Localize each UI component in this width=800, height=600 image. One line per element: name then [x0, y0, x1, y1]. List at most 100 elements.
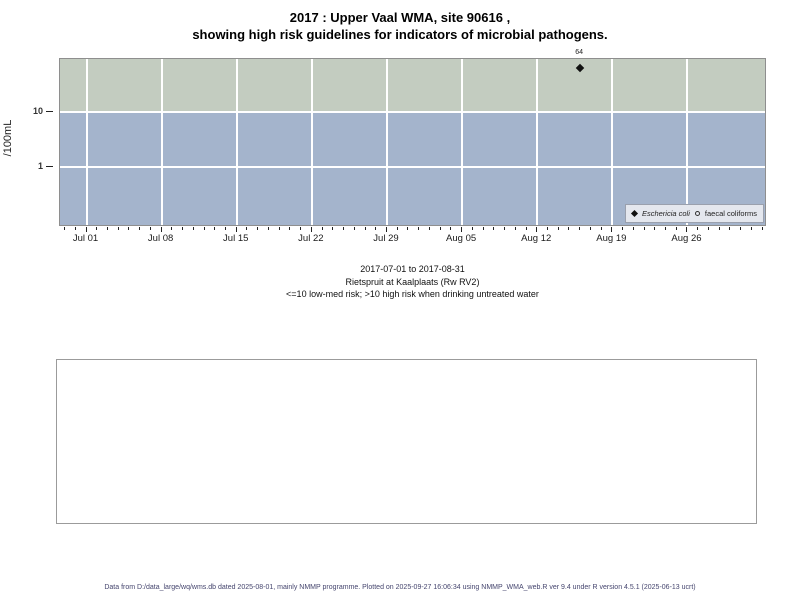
x-tick-mark — [289, 227, 291, 230]
chart-title-line-1: 2017 : Upper Vaal WMA, site 90616 , — [289, 10, 511, 25]
x-tick-mark — [718, 227, 720, 230]
x-tick-mark — [300, 227, 302, 230]
x-tick-mark — [375, 227, 377, 230]
x-tick-mark — [654, 227, 656, 230]
chart-title-line-2: showing high risk guidelines for indicat… — [192, 27, 608, 42]
filled-diamond-icon — [630, 209, 638, 218]
x-tick-mark — [665, 227, 667, 230]
x-tick-mark — [278, 227, 280, 230]
x-tick-mark — [482, 227, 484, 230]
x-tick-mark — [160, 227, 162, 232]
subtitle-date-range: 2017-07-01 to 2017-08-31 — [360, 264, 465, 274]
x-tick-mark — [171, 227, 173, 230]
x-tick-mark — [353, 227, 355, 230]
x-tick-mark — [536, 227, 538, 232]
x-tick-mark — [74, 227, 76, 230]
x-tick-mark — [396, 227, 398, 230]
x-tick-mark — [461, 227, 463, 232]
x-tick-mark — [504, 227, 506, 230]
x-tick-mark — [128, 227, 130, 230]
subtitle-site-name: Rietspruit at Kaalplaats (Rw RV2) — [345, 276, 480, 287]
gridline-vertical — [310, 59, 313, 225]
x-tick-label: Aug 12 — [521, 233, 552, 244]
gridline-vertical — [385, 59, 388, 225]
x-tick-mark — [686, 227, 688, 232]
zone-high-risk — [60, 59, 765, 112]
x-tick-label: Aug 19 — [596, 233, 627, 244]
x-tick-mark — [214, 227, 216, 230]
x-tick-mark — [546, 227, 548, 230]
x-tick-label: Jul 08 — [147, 233, 174, 244]
x-tick-label: Aug 05 — [446, 233, 477, 244]
x-tick-mark — [364, 227, 366, 230]
x-tick-mark — [85, 227, 87, 232]
x-tick-mark — [622, 227, 624, 230]
x-tick-mark — [568, 227, 570, 230]
x-tick-mark — [450, 227, 452, 230]
footer-text: Data from D:/data_large/wq/wms.db dated … — [104, 584, 696, 591]
gridline-horizontal — [60, 166, 765, 168]
x-tick-mark — [182, 227, 184, 230]
y-tick-label: 10 — [32, 106, 43, 116]
y-tick-mark — [46, 110, 53, 112]
x-tick-mark — [439, 227, 441, 230]
chart-title: 2017 : Upper Vaal WMA, site 90616 , show… — [0, 9, 800, 43]
x-tick-mark — [267, 227, 269, 230]
subtitle-risk-note: <=10 low-med risk; >10 high risk when dr… — [286, 289, 539, 299]
x-tick-mark — [761, 227, 763, 230]
x-tick-label: Jul 01 — [72, 233, 99, 244]
y-tick-mark — [46, 165, 53, 167]
x-tick-mark — [611, 227, 613, 232]
x-tick-mark — [149, 227, 151, 230]
gridline-vertical — [611, 59, 614, 225]
gridline-vertical — [686, 59, 689, 225]
y-tick-label: 1 — [37, 161, 43, 171]
x-tick-mark — [750, 227, 752, 230]
x-tick-mark — [246, 227, 248, 230]
x-tick-mark — [428, 227, 430, 230]
x-tick-mark — [343, 227, 345, 230]
x-tick-mark — [321, 227, 323, 230]
x-tick-mark — [225, 227, 227, 230]
legend: Eschericia coli faecal coliforms — [624, 204, 764, 223]
x-tick-label: Jul 22 — [298, 233, 324, 244]
gridline-vertical — [85, 59, 88, 225]
x-tick-mark — [310, 227, 312, 232]
x-tick-mark — [64, 227, 66, 230]
legend-label-ecoli: Eschericia coli — [641, 209, 690, 218]
x-tick-label: Jul 29 — [373, 233, 399, 244]
x-tick-mark — [117, 227, 119, 230]
x-tick-mark — [707, 227, 709, 230]
x-tick-mark — [632, 227, 634, 230]
x-tick-mark — [235, 227, 237, 232]
x-tick-mark — [525, 227, 527, 230]
x-tick-mark — [96, 227, 98, 230]
gridline-vertical — [461, 59, 464, 225]
x-tick-mark — [203, 227, 205, 230]
point-value-label: 64 — [575, 49, 584, 56]
x-tick-mark — [493, 227, 495, 230]
x-tick-mark — [579, 227, 581, 230]
x-tick-mark — [385, 227, 387, 232]
y-axis-label: /100mL — [2, 119, 14, 157]
legend-label-faecal-coliforms: faecal coliforms — [704, 209, 757, 218]
subtitle: 2017-07-01 to 2017-08-31 Rietspruit at K… — [59, 263, 766, 301]
gridline-horizontal — [60, 111, 765, 113]
x-tick-mark — [106, 227, 108, 230]
x-tick-mark — [332, 227, 334, 230]
x-tick-mark — [697, 227, 699, 230]
open-circle-icon — [694, 211, 700, 216]
x-tick-mark — [589, 227, 591, 230]
x-tick-mark — [600, 227, 602, 230]
x-tick-mark — [192, 227, 194, 230]
x-tick-label: Jul 15 — [223, 233, 249, 244]
empty-panel — [56, 359, 757, 524]
x-tick-mark — [471, 227, 473, 230]
x-tick-mark — [740, 227, 742, 230]
x-tick-mark — [557, 227, 559, 230]
plot-panel: Eschericia coli faecal coliforms — [59, 58, 766, 226]
x-tick-mark — [418, 227, 420, 230]
x-tick-mark — [675, 227, 677, 230]
x-tick-mark — [257, 227, 259, 230]
